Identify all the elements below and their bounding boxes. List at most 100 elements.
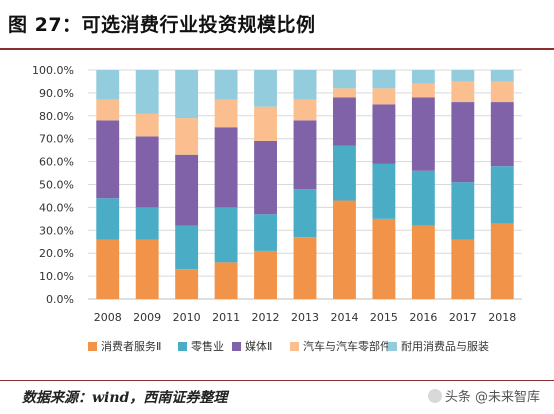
x-tick-label: 2015 (370, 311, 398, 324)
bar-segment-2015-4 (372, 88, 396, 105)
watermark-text: 头条 @未来智库 (444, 390, 540, 405)
x-tick-label: 2010 (173, 311, 201, 324)
title-divider (0, 48, 554, 50)
bar-segment-2012-4 (254, 106, 277, 141)
bar-segment-2010-2 (175, 225, 199, 270)
bar-segment-2008-5 (96, 70, 120, 100)
x-tick-label: 2016 (409, 311, 437, 324)
x-tick-label: 2012 (252, 311, 280, 324)
bar-segment-2011-4 (214, 99, 238, 128)
legend: 消费者服务Ⅱ 零售业 媒体Ⅱ 汽车与汽车零部件 耐用消费品与服装 (88, 339, 489, 353)
bar-segment-2009-3 (135, 136, 159, 208)
y-tick-label: 40.0% (39, 201, 74, 214)
bar-segment-2016-4 (411, 83, 435, 98)
bar-segment-2008-4 (96, 99, 120, 121)
bar-segment-2011-2 (214, 207, 238, 263)
bar-segment-2010-3 (175, 154, 199, 226)
bar-segment-2009-1 (135, 239, 159, 299)
bar-segment-2013-2 (293, 189, 317, 238)
legend-label: 耐用消费品与服装 (401, 339, 489, 353)
x-tick-label: 2013 (291, 311, 319, 324)
bar-segment-2013-5 (293, 70, 317, 100)
bar-segment-2018-3 (490, 102, 514, 167)
bar-segment-2011-1 (214, 262, 238, 299)
y-tick-label: 10.0% (39, 270, 74, 283)
source-note: 数据来源：wind，西南证券整理 (22, 390, 228, 406)
bar-segment-2009-4 (135, 113, 159, 137)
y-tick-label: 60.0% (39, 156, 74, 169)
bar-segment-2015-5 (372, 70, 396, 89)
bar-segment-2018-5 (490, 70, 514, 82)
x-axis-tick-labels: 2008 2009 2010 2011 2012 2013 2014 2015 2016 2017… (94, 311, 517, 324)
y-tick-label: 80.0% (39, 110, 74, 123)
bar-segment-2014-1 (333, 200, 356, 299)
y-tick-label: 20.0% (39, 247, 74, 260)
bar-segment-2014-4 (333, 88, 356, 98)
bar-segment-2015-3 (372, 104, 396, 164)
watermark: 头条 @未来智库 (427, 386, 540, 405)
bar-segment-2013-3 (293, 120, 317, 190)
legend-swatch (290, 342, 299, 351)
legend-swatch (232, 342, 241, 351)
bar-segment-2008-2 (96, 198, 120, 240)
bar-segment-2016-1 (411, 225, 435, 299)
bar-segment-2017-4 (451, 81, 475, 103)
bar-segment-2016-5 (411, 70, 435, 84)
bar-segment-2010-5 (175, 70, 199, 119)
bar-segment-2017-2 (451, 182, 475, 240)
x-tick-label: 2009 (133, 311, 161, 324)
bar-segment-2012-5 (254, 70, 277, 107)
bar-segment-2017-5 (451, 70, 475, 82)
x-tick-label: 2011 (212, 311, 240, 324)
footer-divider (0, 380, 554, 381)
bar-segment-2018-1 (490, 223, 514, 299)
y-axis-tick-labels: 0.0% 10.0% 20.0% 30.0% 40.0% 50.0% 60.0% 70.0% 8… (32, 64, 74, 306)
x-tick-label: 2008 (94, 311, 122, 324)
bar-segment-2013-1 (293, 237, 317, 299)
bar-segment-2014-5 (333, 70, 356, 89)
bar-segment-2016-3 (411, 97, 435, 171)
bar-segment-2015-2 (372, 163, 396, 219)
bar-segment-2014-3 (333, 97, 356, 146)
y-tick-label: 30.0% (39, 224, 74, 237)
bar-segment-2010-4 (175, 118, 199, 155)
bar-segment-2009-2 (135, 207, 159, 240)
bar-segment-2013-4 (293, 99, 317, 121)
bar-segment-2008-3 (96, 120, 120, 199)
y-tick-label: 70.0% (39, 133, 74, 146)
bar-segment-2017-1 (451, 239, 475, 299)
bar-segment-2012-3 (254, 140, 277, 215)
bar-segment-2015-1 (372, 218, 396, 299)
bar-segment-2008-1 (96, 239, 120, 299)
legend-label: 消费者服务Ⅱ (101, 339, 161, 353)
legend-swatch (88, 342, 97, 351)
bar-segment-2017-3 (451, 102, 475, 183)
bar-segment-2009-5 (135, 70, 159, 114)
watermark-logo-icon (427, 389, 442, 403)
legend-swatch (178, 342, 187, 351)
bar-segment-2016-2 (411, 170, 435, 226)
bar-segment-2011-3 (214, 127, 238, 208)
bar-segment-2011-5 (214, 70, 238, 100)
figure-title: 图 27：可选消费行业投资规模比例 (8, 14, 316, 36)
bar-segment-2018-4 (490, 81, 514, 103)
y-tick-label: 90.0% (39, 87, 74, 100)
bar-segment-2012-1 (254, 250, 277, 299)
bars (96, 70, 514, 299)
bar-segment-2014-2 (333, 145, 356, 201)
y-tick-label: 50.0% (39, 179, 74, 192)
bar-segment-2018-2 (490, 166, 514, 224)
legend-swatch (388, 342, 397, 351)
title-bar: 图 27：可选消费行业投资规模比例 (0, 0, 554, 50)
bar-segment-2012-2 (254, 214, 277, 251)
y-tick-label: 100.0% (32, 64, 74, 77)
x-tick-label: 2014 (330, 311, 358, 324)
x-tick-label: 2017 (449, 311, 477, 324)
x-tick-label: 2018 (488, 311, 516, 324)
legend-label: 媒体Ⅱ (245, 339, 272, 353)
stacked-bar-chart: 0.0% 10.0% 20.0% 30.0% 40.0% 50.0% 60.0% 70.0% 8… (32, 64, 522, 353)
y-tick-label: 0.0% (46, 293, 74, 306)
legend-label: 零售业 (191, 339, 224, 353)
bar-segment-2010-1 (175, 269, 199, 299)
legend-label: 汽车与汽车零部件 (303, 339, 391, 353)
